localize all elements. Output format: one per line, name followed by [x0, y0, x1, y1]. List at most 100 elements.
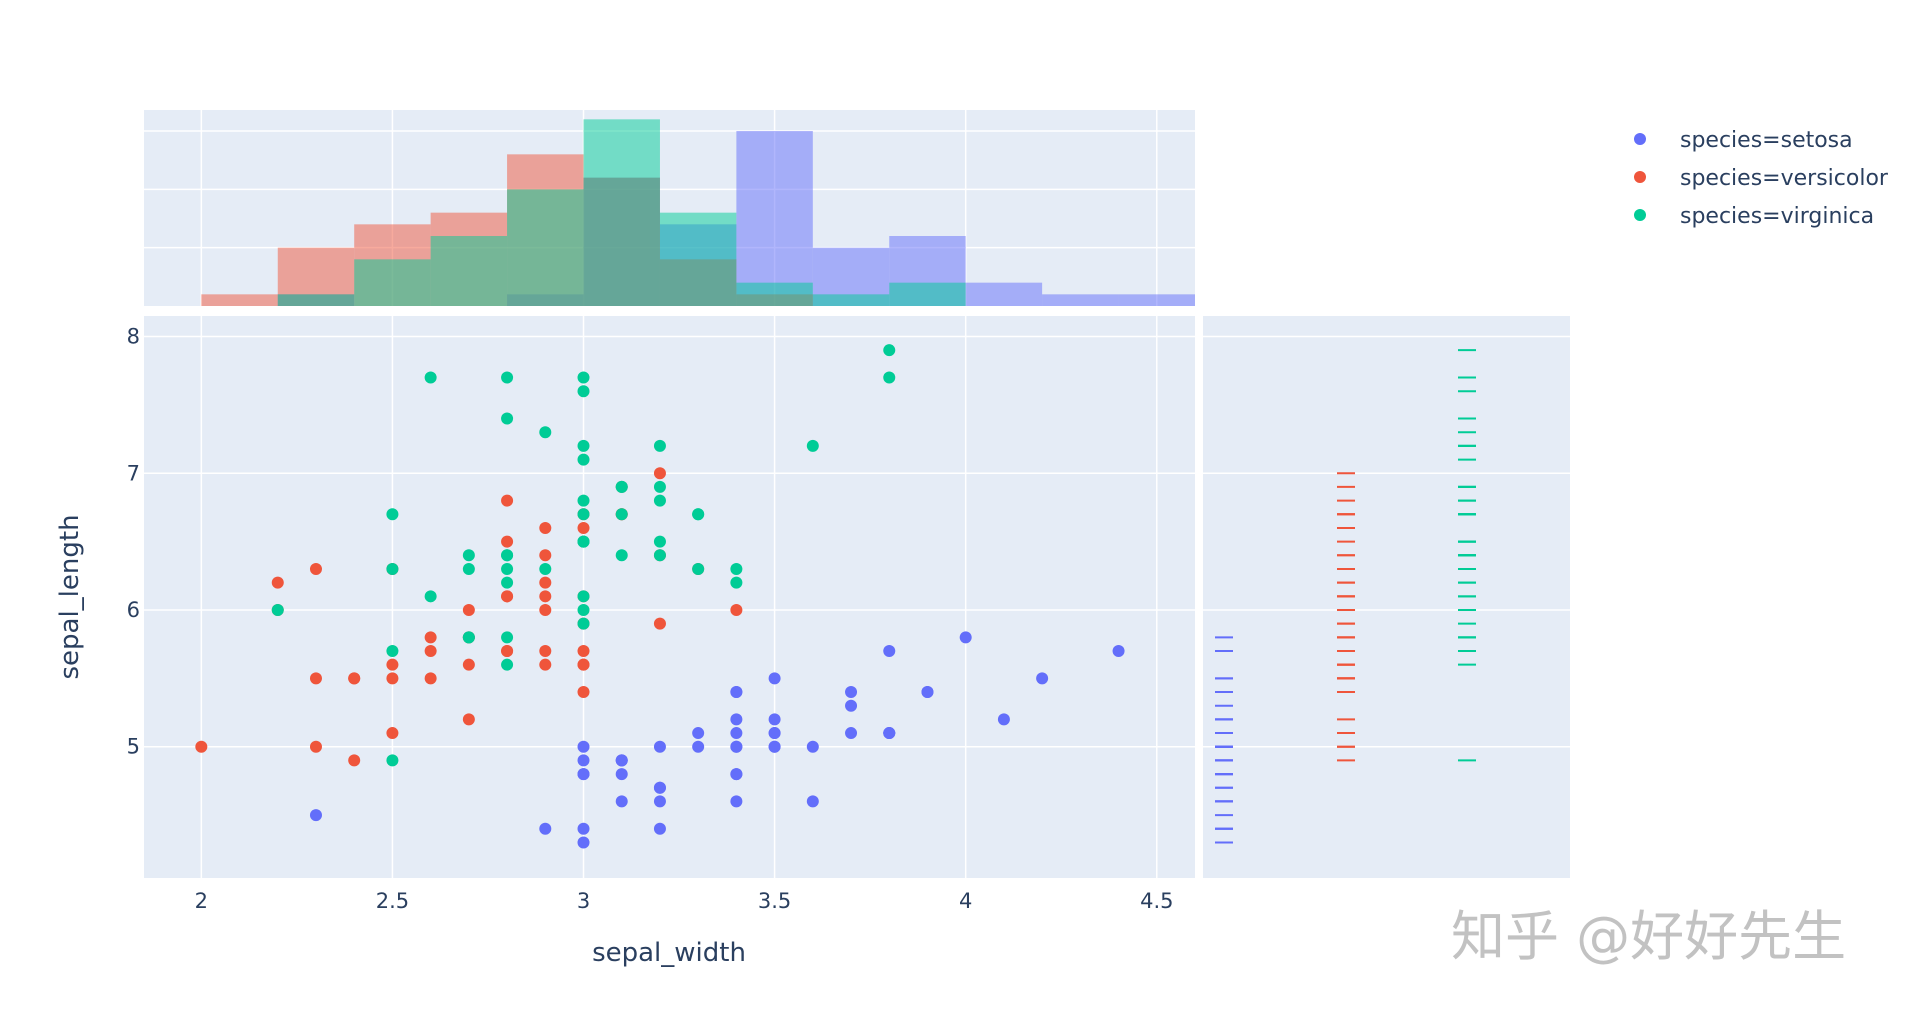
- legend-label[interactable]: species=virginica: [1680, 204, 1874, 229]
- data-point[interactable]: [501, 590, 514, 603]
- data-point[interactable]: [883, 645, 896, 658]
- data-point[interactable]: [462, 658, 475, 671]
- data-point[interactable]: [806, 439, 819, 452]
- data-point[interactable]: [845, 686, 858, 699]
- data-point[interactable]: [386, 645, 399, 658]
- data-point[interactable]: [768, 713, 781, 726]
- data-point[interactable]: [730, 768, 743, 781]
- histogram-bar[interactable]: [965, 282, 1043, 306]
- data-point[interactable]: [806, 795, 819, 808]
- data-point[interactable]: [577, 535, 590, 548]
- data-point[interactable]: [501, 494, 514, 507]
- data-point[interactable]: [271, 603, 284, 616]
- data-point[interactable]: [462, 631, 475, 644]
- data-point[interactable]: [309, 562, 322, 575]
- data-point[interactable]: [577, 658, 590, 671]
- data-point[interactable]: [539, 549, 552, 562]
- data-point[interactable]: [615, 754, 628, 767]
- data-point[interactable]: [501, 535, 514, 548]
- data-point[interactable]: [501, 371, 514, 384]
- data-point[interactable]: [577, 754, 590, 767]
- data-point[interactable]: [653, 822, 666, 835]
- histogram-bar[interactable]: [889, 282, 966, 306]
- data-point[interactable]: [959, 631, 972, 644]
- data-point[interactable]: [883, 344, 896, 357]
- data-point[interactable]: [424, 371, 437, 384]
- histogram-bar[interactable]: [277, 294, 355, 306]
- legend-marker[interactable]: [1634, 209, 1646, 221]
- data-point[interactable]: [692, 740, 705, 753]
- data-point[interactable]: [539, 822, 552, 835]
- data-point[interactable]: [462, 562, 475, 575]
- data-point[interactable]: [386, 562, 399, 575]
- data-point[interactable]: [653, 467, 666, 480]
- data-point[interactable]: [692, 508, 705, 521]
- data-point[interactable]: [730, 740, 743, 753]
- data-point[interactable]: [577, 521, 590, 534]
- data-point[interactable]: [615, 795, 628, 808]
- histogram-bar[interactable]: [354, 259, 431, 306]
- histogram-bar[interactable]: [201, 294, 278, 306]
- data-point[interactable]: [615, 549, 628, 562]
- data-point[interactable]: [653, 617, 666, 630]
- data-point[interactable]: [653, 781, 666, 794]
- histogram-bar[interactable]: [736, 131, 813, 306]
- histogram-bar[interactable]: [507, 189, 584, 306]
- data-point[interactable]: [997, 713, 1010, 726]
- data-point[interactable]: [730, 795, 743, 808]
- data-point[interactable]: [653, 439, 666, 452]
- data-point[interactable]: [501, 631, 514, 644]
- data-point[interactable]: [539, 562, 552, 575]
- data-point[interactable]: [615, 480, 628, 493]
- histogram-bar[interactable]: [1118, 294, 1195, 306]
- data-point[interactable]: [539, 645, 552, 658]
- histogram-bar[interactable]: [430, 236, 508, 306]
- data-point[interactable]: [501, 645, 514, 658]
- data-point[interactable]: [768, 672, 781, 685]
- data-point[interactable]: [462, 549, 475, 562]
- data-point[interactable]: [577, 603, 590, 616]
- legend-marker[interactable]: [1634, 171, 1646, 183]
- data-point[interactable]: [386, 508, 399, 521]
- data-point[interactable]: [577, 494, 590, 507]
- data-point[interactable]: [577, 740, 590, 753]
- data-point[interactable]: [653, 535, 666, 548]
- data-point[interactable]: [386, 658, 399, 671]
- data-point[interactable]: [692, 727, 705, 740]
- data-point[interactable]: [462, 603, 475, 616]
- data-point[interactable]: [539, 590, 552, 603]
- data-point[interactable]: [653, 549, 666, 562]
- data-point[interactable]: [501, 412, 514, 425]
- data-point[interactable]: [424, 672, 437, 685]
- data-point[interactable]: [309, 809, 322, 822]
- data-point[interactable]: [348, 672, 361, 685]
- data-point[interactable]: [195, 740, 208, 753]
- data-point[interactable]: [653, 480, 666, 493]
- data-point[interactable]: [768, 727, 781, 740]
- data-point[interactable]: [768, 740, 781, 753]
- data-point[interactable]: [845, 699, 858, 712]
- data-point[interactable]: [730, 562, 743, 575]
- data-point[interactable]: [577, 645, 590, 658]
- data-point[interactable]: [730, 603, 743, 616]
- data-point[interactable]: [309, 672, 322, 685]
- data-point[interactable]: [577, 836, 590, 849]
- data-point[interactable]: [539, 521, 552, 534]
- data-point[interactable]: [921, 686, 934, 699]
- data-point[interactable]: [1036, 672, 1049, 685]
- data-point[interactable]: [539, 658, 552, 671]
- data-point[interactable]: [806, 740, 819, 753]
- data-point[interactable]: [271, 576, 284, 589]
- data-point[interactable]: [615, 508, 628, 521]
- data-point[interactable]: [309, 740, 322, 753]
- data-point[interactable]: [501, 549, 514, 562]
- data-point[interactable]: [653, 795, 666, 808]
- data-point[interactable]: [539, 603, 552, 616]
- data-point[interactable]: [653, 494, 666, 507]
- histogram-bar[interactable]: [659, 212, 737, 306]
- data-point[interactable]: [501, 576, 514, 589]
- data-point[interactable]: [501, 562, 514, 575]
- data-point[interactable]: [501, 658, 514, 671]
- data-point[interactable]: [577, 822, 590, 835]
- data-point[interactable]: [577, 439, 590, 452]
